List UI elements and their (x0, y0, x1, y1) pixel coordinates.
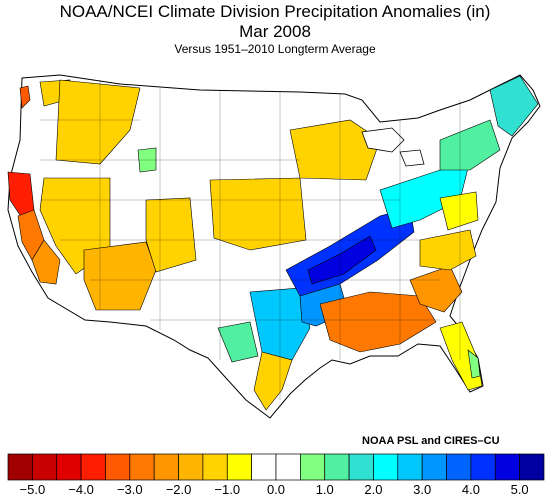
region-west-texas (217, 321, 259, 363)
credit-label: NOAA PSL and CIRES–CU (362, 435, 500, 447)
colorbar-tick-label: −1.0 (214, 482, 240, 497)
colorbar-swatch (105, 453, 131, 481)
great-lakes (361, 127, 425, 167)
colorbar-swatch (373, 453, 399, 481)
colorbar-swatch (32, 453, 58, 481)
colorbar-swatch (251, 453, 277, 481)
us-anomaly-map (7, 74, 541, 419)
colorbar-legend: −5.0 −4.0 −3.0 −2.0 −1.0 0.0 1.0 2.0 3.0 4.0 5.0 (7, 453, 545, 497)
colorbar-tick-label: 4.0 (462, 482, 480, 497)
colorbar-swatch (226, 453, 252, 481)
colorbar-swatch (446, 453, 472, 481)
region-gulf-coast (319, 291, 437, 353)
colorbar-swatch (324, 453, 350, 481)
colorbar-swatch (202, 453, 228, 481)
region-california-south (31, 239, 61, 285)
colorbar-swatch (153, 453, 179, 481)
colorbar-swatch (519, 453, 545, 481)
region-mid-atlantic (439, 191, 479, 231)
region-florida-east (467, 349, 481, 379)
colorbar-tick-label: −5.0 (20, 482, 46, 497)
colorbar-tick-label: 2.0 (364, 482, 382, 497)
region-northeast (439, 119, 501, 171)
region-carolinas (419, 229, 477, 271)
colorbar-swatch (494, 453, 520, 481)
colorbar-swatch (129, 453, 155, 481)
colorbar-tick-label: 1.0 (316, 482, 334, 497)
region-texas-coast (253, 351, 293, 411)
division-grid (40, 80, 461, 400)
region-central-plains (209, 177, 307, 251)
colorbar-swatch (421, 453, 447, 481)
colorbar-tick-label: 0.0 (267, 482, 285, 497)
colorbar-tick-label: 5.0 (511, 482, 529, 497)
colorbar-swatch (397, 453, 423, 481)
region-pacific-northwest-coast (19, 85, 31, 109)
colorbar-tick-label: 3.0 (413, 482, 431, 497)
region-new-england (489, 75, 539, 137)
colorbar-swatch (56, 453, 82, 481)
colorbar-swatch (275, 453, 301, 481)
region-southwest (83, 241, 157, 311)
colorbar-swatch (178, 453, 204, 481)
region-new-mexico (145, 197, 197, 273)
map-caption: Versus 1951–2010 Longterm Average (174, 42, 376, 56)
colorbar-tick-label: −2.0 (166, 482, 192, 497)
colorbar-swatch (7, 453, 33, 481)
map-subtitle: Mar 2008 (239, 22, 311, 41)
map-title: NOAA/NCEI Climate Division Precipitation… (59, 2, 491, 21)
colorbar-swatch (80, 453, 106, 481)
colorbar-swatch (300, 453, 326, 481)
colorbar-swatch (348, 453, 374, 481)
colorbar-tick-label: −3.0 (117, 482, 143, 497)
colorbar-swatch (470, 453, 496, 481)
colorbar-tick-label: −4.0 (68, 482, 94, 497)
region-northern-rockies (55, 79, 141, 165)
